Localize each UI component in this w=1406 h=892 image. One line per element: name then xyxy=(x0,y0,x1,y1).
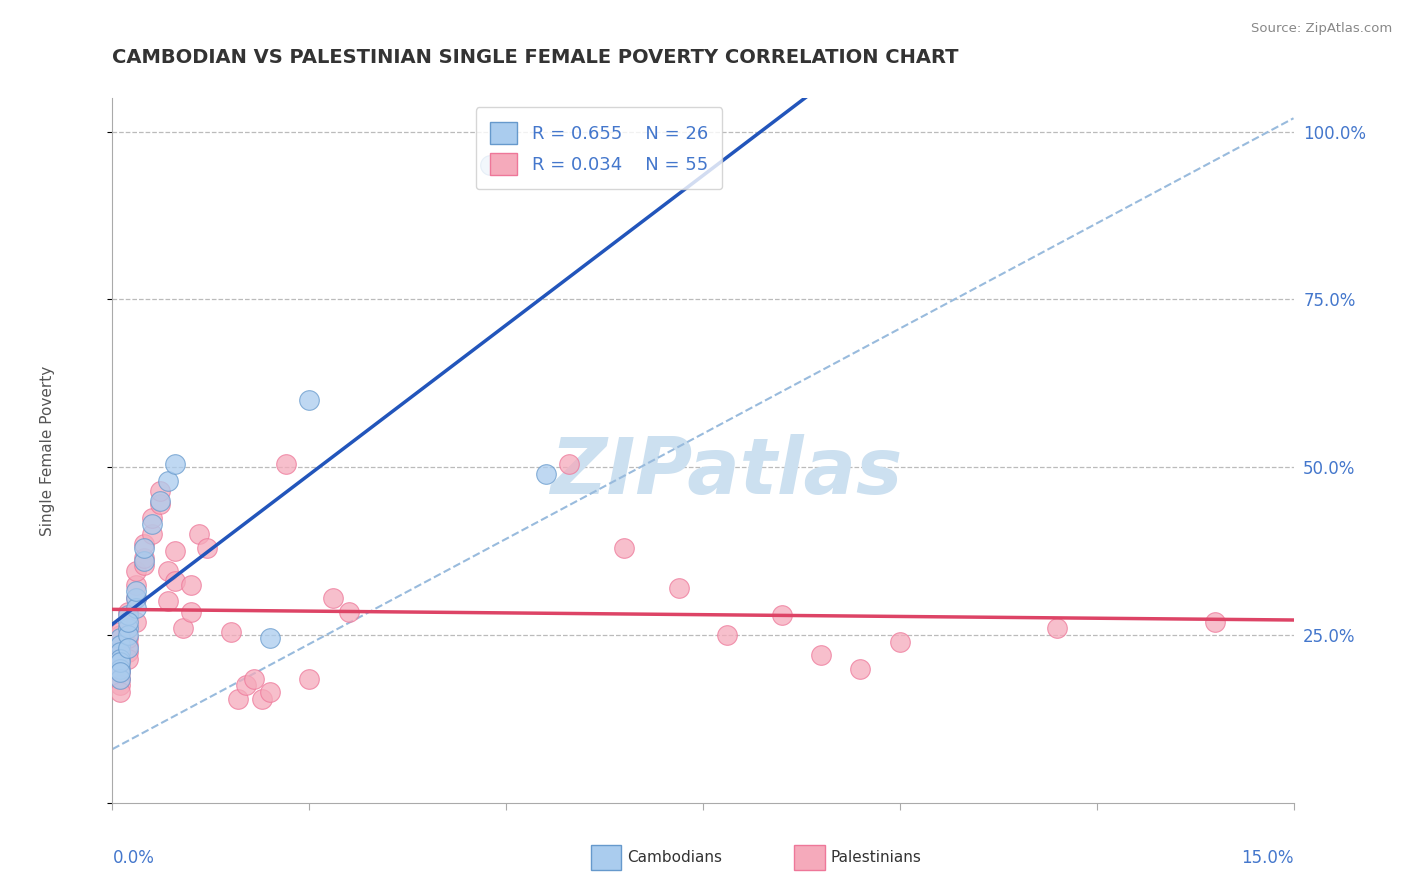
Point xyxy=(149,497,172,511)
Point xyxy=(132,554,155,568)
Point xyxy=(141,527,163,541)
Point xyxy=(125,591,148,606)
Point xyxy=(125,584,148,599)
Point xyxy=(149,483,172,498)
Point xyxy=(243,672,266,686)
Point xyxy=(117,615,139,629)
Point xyxy=(125,564,148,578)
Point xyxy=(132,541,155,555)
Point xyxy=(117,621,139,635)
Point xyxy=(849,662,872,676)
Point xyxy=(810,648,832,662)
Point xyxy=(156,564,179,578)
Text: 15.0%: 15.0% xyxy=(1241,848,1294,867)
Point xyxy=(298,672,321,686)
Point xyxy=(110,678,132,692)
Point xyxy=(188,527,211,541)
Point xyxy=(889,634,911,648)
Point xyxy=(117,641,139,656)
Point xyxy=(117,628,139,642)
Point xyxy=(117,605,139,619)
Point xyxy=(110,632,132,646)
Point xyxy=(165,544,187,558)
Point xyxy=(228,691,250,706)
Point xyxy=(165,457,187,471)
Point xyxy=(117,632,139,646)
Point xyxy=(235,678,257,692)
Point xyxy=(1204,615,1226,629)
Point xyxy=(110,651,132,665)
Point xyxy=(110,685,132,699)
Point xyxy=(558,457,581,471)
Point xyxy=(110,648,132,662)
Point xyxy=(110,632,132,646)
Point xyxy=(110,655,132,669)
Point xyxy=(250,691,273,706)
Point xyxy=(110,672,132,686)
Point xyxy=(110,662,132,676)
Point xyxy=(298,393,321,408)
Point xyxy=(125,601,148,615)
Text: ZIPatlas: ZIPatlas xyxy=(551,434,903,509)
Point xyxy=(110,655,132,669)
Point xyxy=(668,581,690,595)
Text: Palestinians: Palestinians xyxy=(831,850,922,864)
Point xyxy=(613,541,636,555)
Point xyxy=(259,685,281,699)
Text: Source: ZipAtlas.com: Source: ZipAtlas.com xyxy=(1251,22,1392,36)
Point xyxy=(110,624,132,639)
Point xyxy=(117,607,139,622)
Point xyxy=(141,517,163,532)
Point xyxy=(110,638,132,652)
Point xyxy=(132,558,155,572)
Point xyxy=(132,537,155,551)
Point xyxy=(180,605,202,619)
Point xyxy=(125,577,148,591)
Point xyxy=(259,632,281,646)
Point xyxy=(156,474,179,488)
Point xyxy=(117,638,139,652)
Point xyxy=(110,665,132,679)
Point xyxy=(337,605,360,619)
Point xyxy=(322,591,344,606)
Point xyxy=(156,594,179,608)
Text: 0.0%: 0.0% xyxy=(112,848,155,867)
Point xyxy=(172,621,194,635)
Point xyxy=(165,574,187,589)
Point xyxy=(125,615,148,629)
Point xyxy=(770,607,793,622)
Point xyxy=(110,638,132,652)
Point xyxy=(479,158,502,172)
Point xyxy=(149,493,172,508)
Point xyxy=(117,651,139,665)
Point xyxy=(195,541,218,555)
Point xyxy=(180,577,202,591)
Point xyxy=(132,550,155,565)
Point xyxy=(110,672,132,686)
Legend: R = 0.655    N = 26, R = 0.034    N = 55: R = 0.655 N = 26, R = 0.034 N = 55 xyxy=(475,107,723,189)
Text: CAMBODIAN VS PALESTINIAN SINGLE FEMALE POVERTY CORRELATION CHART: CAMBODIAN VS PALESTINIAN SINGLE FEMALE P… xyxy=(112,48,959,67)
Point xyxy=(274,457,297,471)
Text: Single Female Poverty: Single Female Poverty xyxy=(39,366,55,535)
Point xyxy=(125,591,148,606)
Point xyxy=(1046,621,1069,635)
Point xyxy=(110,645,132,659)
Point xyxy=(716,628,738,642)
Point xyxy=(141,510,163,524)
Point xyxy=(219,624,242,639)
Text: Cambodians: Cambodians xyxy=(627,850,723,864)
Point xyxy=(534,467,557,481)
Point xyxy=(110,665,132,679)
Point xyxy=(117,645,139,659)
Point xyxy=(110,628,132,642)
